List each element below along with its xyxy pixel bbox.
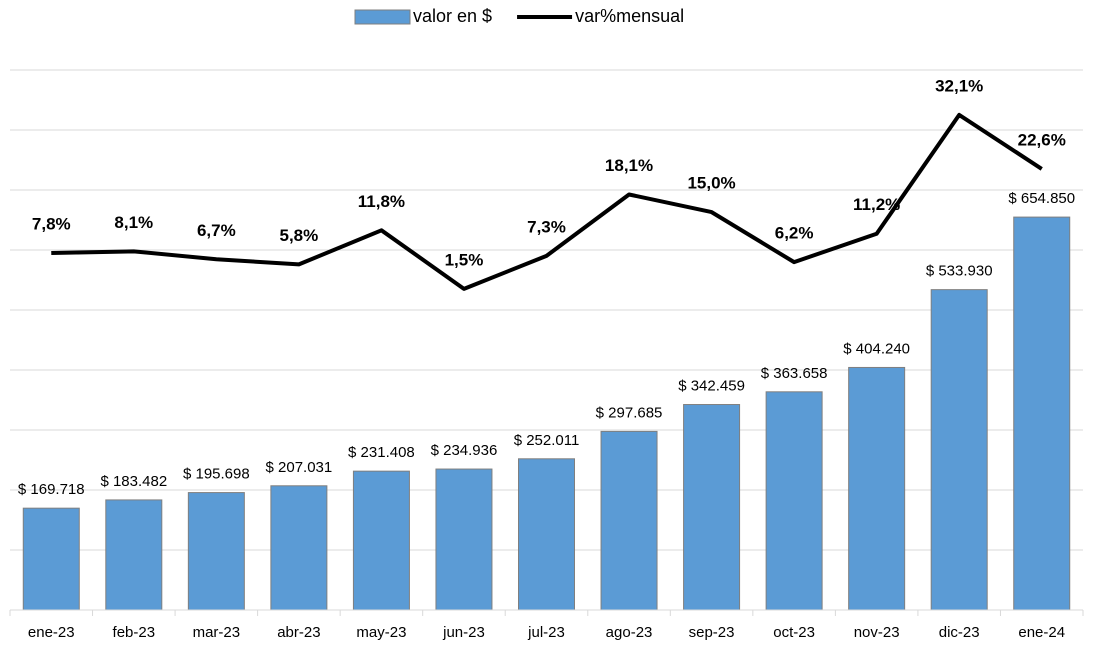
line-value-label: 18,1% [605, 156, 653, 175]
line-value-label: 7,3% [527, 217, 566, 236]
bar-value-label: $ 297.685 [596, 404, 663, 421]
line-value-label: 22,6% [1018, 130, 1066, 149]
x-tick-label: ago-23 [606, 624, 653, 641]
bar [435, 468, 493, 611]
bar [22, 507, 80, 611]
bar [105, 499, 163, 611]
bar [683, 404, 741, 611]
line-value-label: 1,5% [445, 250, 484, 269]
bar-value-label: $ 342.459 [678, 377, 745, 394]
line-value-label: 8,1% [114, 213, 153, 232]
bar [765, 391, 823, 611]
x-tick-label: feb-23 [113, 624, 156, 641]
x-tick-label: ene-24 [1018, 624, 1065, 641]
x-tick-label: dic-23 [939, 624, 980, 641]
bar [930, 289, 988, 611]
bar [187, 492, 245, 611]
line-value-label: 5,8% [280, 226, 319, 245]
x-tick-label: ene-23 [28, 624, 75, 641]
x-tick-label: nov-23 [854, 624, 900, 641]
line [51, 112, 1043, 291]
bar-value-label: $ 252.011 [514, 432, 580, 449]
bar-value-label: $ 183.482 [100, 473, 167, 490]
bar [600, 430, 658, 611]
x-tick-label: mar-23 [193, 624, 241, 641]
x-tick-label: jun-23 [442, 624, 485, 641]
bar-value-label: $ 231.408 [348, 444, 415, 461]
legend-label: var%mensual [575, 6, 684, 26]
line-value-label: 11,2% [853, 195, 900, 214]
bar-value-label: $ 533.930 [926, 263, 993, 280]
x-tick-label: may-23 [356, 624, 406, 641]
x-tick-label: oct-23 [773, 624, 815, 641]
legend-label: valor en $ [413, 6, 492, 26]
x-tick-label: abr-23 [277, 624, 320, 641]
line-value-label: 15,0% [687, 174, 735, 193]
bar [352, 470, 410, 611]
bar [518, 458, 575, 611]
bar-value-label: $ 654.850 [1008, 190, 1075, 207]
bar-value-label: $ 195.698 [183, 466, 250, 483]
x-tick-label: sep-23 [689, 624, 735, 641]
bar [1013, 216, 1071, 611]
line-value-label: 6,7% [197, 221, 236, 240]
line-value-label: 6,2% [775, 224, 814, 243]
bar-value-label: $ 234.936 [431, 442, 498, 459]
bar-value-label: $ 404.240 [843, 340, 910, 357]
bar-value-label: $ 207.031 [266, 459, 333, 476]
line-value-label: 7,8% [32, 215, 71, 234]
bar [848, 366, 906, 611]
line-value-label: 32,1% [935, 76, 983, 95]
line-value-label: 11,8% [358, 192, 405, 211]
bar [270, 485, 328, 611]
x-tick-label: jul-23 [527, 624, 565, 641]
bar-value-label: $ 363.658 [761, 365, 828, 382]
legend-swatch [354, 9, 411, 25]
bar-value-label: $ 169.718 [18, 481, 85, 498]
